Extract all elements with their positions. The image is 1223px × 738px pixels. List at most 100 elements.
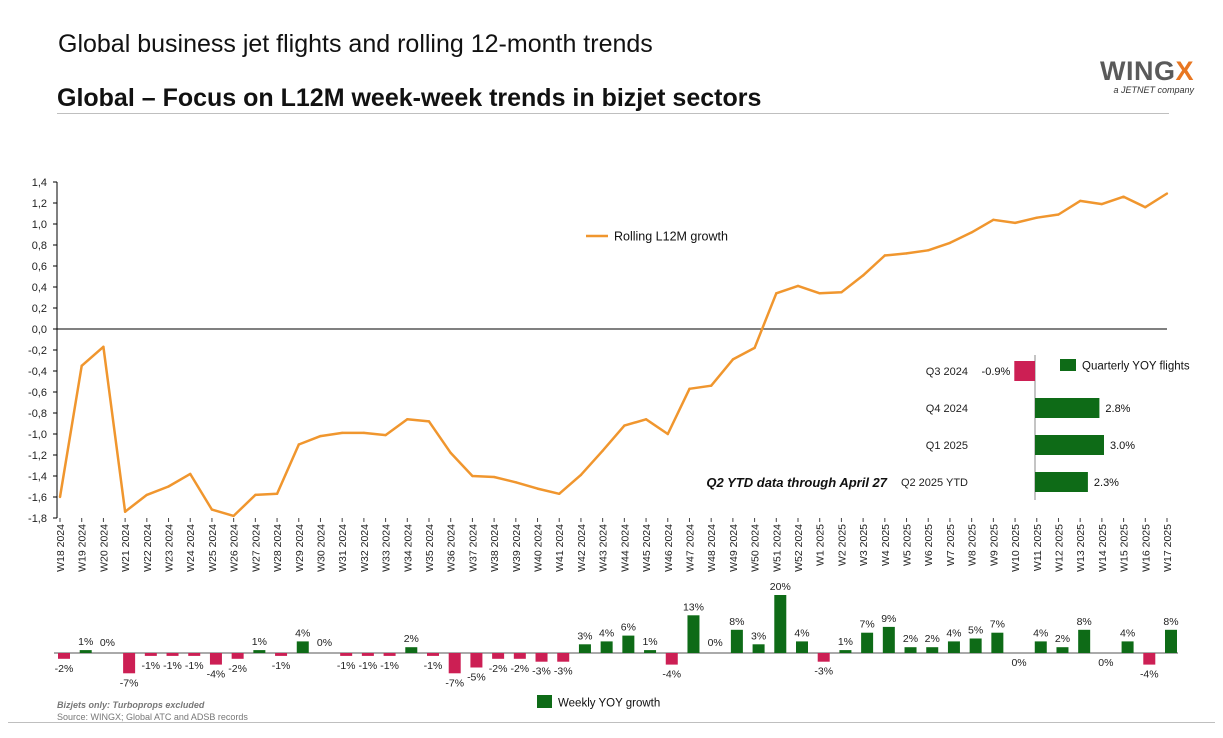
weekly-bar-label: -1% [185, 660, 204, 672]
weekly-bar-label: 8% [729, 616, 744, 628]
line-point [883, 254, 887, 257]
x-tick-label: W31 2024 [337, 524, 349, 572]
weekly-bar [188, 653, 201, 656]
line-point [992, 218, 995, 221]
line-point [1144, 206, 1147, 209]
quarter-annotation: Q2 YTD data through April 27 [706, 475, 887, 490]
x-tick-label: W42 2024 [576, 524, 588, 572]
y-tick-label: -1,0 [28, 429, 47, 441]
line-point [319, 434, 322, 438]
x-tick-label: W29 2024 [294, 524, 306, 572]
weekly-bar [817, 653, 830, 662]
line-point [948, 241, 952, 245]
x-tick-label: W1 2025 [815, 524, 827, 566]
line-legend-label: Rolling L12M growth [614, 230, 728, 244]
weekly-bar-label: 4% [1033, 627, 1048, 639]
x-tick-label: W38 2024 [489, 524, 501, 572]
y-tick-label: 0,0 [32, 324, 47, 336]
page-title: Global business jet flights and rolling … [58, 30, 653, 58]
line-point [471, 474, 474, 478]
weekly-bar-label: 8% [1077, 616, 1092, 628]
line-point [796, 284, 800, 288]
weekly-bar [535, 653, 548, 662]
line-point [362, 431, 366, 435]
weekly-bar [58, 653, 70, 659]
x-tick-label: W34 2024 [402, 524, 414, 572]
logo-accent: X [1175, 56, 1194, 86]
line-point [58, 495, 62, 499]
x-tick-label: W2 2025 [836, 524, 848, 566]
quarter-category-label: Q4 2024 [926, 403, 968, 415]
weekly-bar [492, 653, 505, 659]
x-tick-label: W13 2025 [1075, 524, 1087, 572]
x-tick-label: W28 2024 [272, 524, 284, 572]
weekly-bar-label: -7% [120, 677, 139, 689]
logo-text: WING [1099, 56, 1176, 86]
weekly-legend-swatch [537, 695, 552, 708]
y-tick-label: 1,2 [32, 198, 47, 210]
weekly-bar-label: 7% [860, 619, 875, 631]
y-tick-label: -1,8 [28, 513, 47, 525]
line-point [601, 449, 604, 452]
y-tick-label: -0,8 [28, 408, 47, 420]
x-tick-label: W25 2024 [207, 524, 219, 572]
weekly-bar [275, 653, 288, 656]
rolling-growth-line [58, 192, 1168, 518]
x-tick-label: W41 2024 [554, 524, 566, 572]
x-tick-label: W26 2024 [229, 524, 241, 572]
weekly-bar-label: 6% [621, 622, 636, 634]
weekly-bar-label: -2% [228, 663, 247, 675]
y-tick-label: -0,2 [28, 345, 47, 357]
y-tick-label: -1,4 [28, 471, 47, 483]
y-tick-label: -0,4 [28, 366, 47, 378]
x-tick-label: W49 2024 [728, 524, 740, 572]
weekly-bar [1121, 641, 1134, 653]
line-point [80, 364, 83, 367]
line-point [145, 493, 149, 497]
line-point [210, 508, 214, 511]
line-point [709, 384, 713, 387]
x-tick-label: W6 2025 [923, 524, 935, 566]
weekly-bar [796, 641, 808, 653]
source-note: Source: WINGX; Global ATC and ADSB recor… [57, 712, 248, 722]
weekly-bar-label: 4% [794, 627, 809, 639]
x-tick-label: W5 2025 [902, 524, 914, 566]
weekly-bar [839, 650, 852, 653]
x-tick-label: W46 2024 [663, 524, 675, 572]
y-tick-label: 0,6 [32, 261, 47, 273]
x-tick-label: W36 2024 [446, 524, 458, 572]
line-point [688, 387, 691, 391]
weekly-bar-label: -4% [1140, 669, 1159, 681]
x-tick-label: W51 2024 [771, 524, 783, 572]
weekly-bar-label: -1% [359, 660, 378, 672]
line-point [1100, 202, 1104, 206]
rolling-line-chart: 1,4 1,2 1,0 0,8 0,6 0,4 0,2 0,0 -0,2 -0,4 -0,6 -0,8… [28, 177, 1174, 572]
weekly-bar-label: -2% [510, 663, 529, 675]
quarter-value-label: -0.9% [982, 366, 1011, 378]
weekly-bar [405, 647, 418, 653]
x-tick-label: W21 2024 [120, 524, 132, 572]
weekly-bar-label: 7% [990, 619, 1005, 631]
weekly-bar-label: -1% [337, 660, 356, 672]
weekly-bar [209, 653, 222, 665]
quarter-value-label: 3.0% [1110, 440, 1135, 452]
weekly-bar [79, 650, 92, 653]
weekly-bar-label: 0% [100, 637, 115, 649]
line-point [340, 431, 344, 435]
x-tick-label: W22 2024 [142, 524, 154, 572]
quarter-bar [1035, 472, 1088, 492]
x-tick-label: W27 2024 [250, 524, 262, 572]
weekly-bar [752, 644, 765, 653]
line-point [102, 345, 105, 349]
line-point [558, 492, 561, 496]
weekly-bar-label: 1% [642, 636, 657, 648]
weekly-bar-label: 4% [599, 627, 614, 639]
weekly-bar-chart: -2%1% 0%-7%-1% -1% -1%-4% -2%1%-1%4%0%-1% -1%… [54, 581, 1179, 710]
weekly-bar [578, 644, 591, 653]
x-tick-label: W17 2025 [1162, 524, 1174, 572]
x-tick-label: W37 2024 [467, 524, 479, 572]
weekly-bar-label: -2% [489, 663, 508, 675]
weekly-bar [383, 653, 396, 656]
x-tick-label: W35 2024 [424, 524, 436, 572]
quarter-value-label: 2.8% [1105, 403, 1130, 415]
